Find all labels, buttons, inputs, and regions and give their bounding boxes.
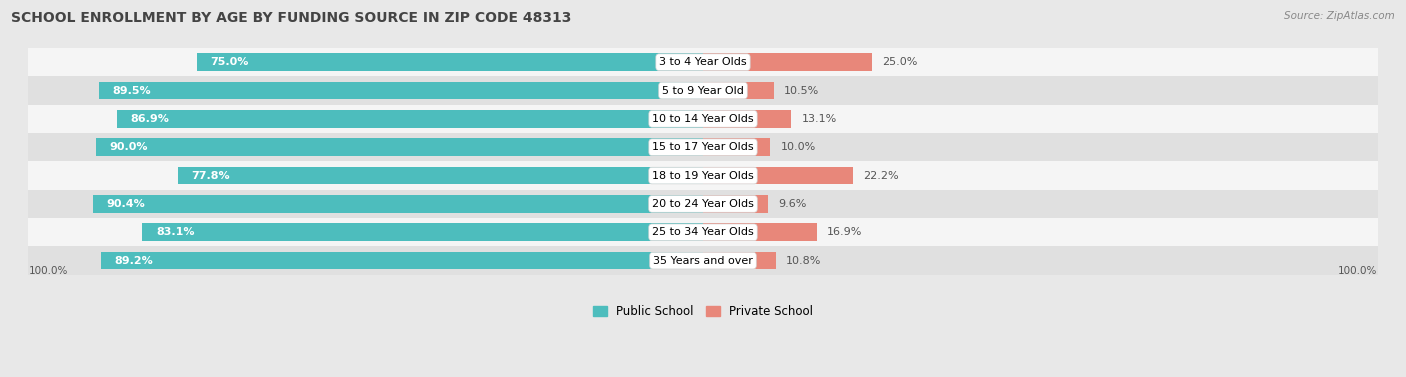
Text: 25.0%: 25.0% xyxy=(882,57,917,67)
Bar xyxy=(28,133,1378,161)
Bar xyxy=(28,247,1378,275)
Bar xyxy=(28,105,1378,133)
Text: 75.0%: 75.0% xyxy=(211,57,249,67)
Text: 5 to 9 Year Old: 5 to 9 Year Old xyxy=(662,86,744,95)
Text: 15 to 17 Year Olds: 15 to 17 Year Olds xyxy=(652,142,754,152)
Bar xyxy=(703,167,853,184)
Bar xyxy=(100,82,703,99)
Text: 89.5%: 89.5% xyxy=(112,86,152,95)
Text: 20 to 24 Year Olds: 20 to 24 Year Olds xyxy=(652,199,754,209)
Text: 10.5%: 10.5% xyxy=(785,86,820,95)
Bar xyxy=(703,110,792,128)
Text: 100.0%: 100.0% xyxy=(28,266,67,276)
Text: 18 to 19 Year Olds: 18 to 19 Year Olds xyxy=(652,170,754,181)
Bar xyxy=(703,82,773,99)
Text: 10 to 14 Year Olds: 10 to 14 Year Olds xyxy=(652,114,754,124)
Bar xyxy=(96,138,703,156)
Bar xyxy=(703,54,872,71)
Text: 89.2%: 89.2% xyxy=(115,256,153,266)
Bar xyxy=(93,195,703,213)
Text: 83.1%: 83.1% xyxy=(156,227,194,237)
Text: SCHOOL ENROLLMENT BY AGE BY FUNDING SOURCE IN ZIP CODE 48313: SCHOOL ENROLLMENT BY AGE BY FUNDING SOUR… xyxy=(11,11,572,25)
Text: 77.8%: 77.8% xyxy=(191,170,231,181)
Bar xyxy=(703,195,768,213)
Bar xyxy=(117,110,703,128)
Text: 13.1%: 13.1% xyxy=(801,114,837,124)
Bar xyxy=(142,224,703,241)
Text: 86.9%: 86.9% xyxy=(131,114,169,124)
Text: 22.2%: 22.2% xyxy=(863,170,898,181)
Text: 90.4%: 90.4% xyxy=(107,199,145,209)
Text: 35 Years and over: 35 Years and over xyxy=(652,256,754,266)
Bar xyxy=(28,190,1378,218)
Text: 3 to 4 Year Olds: 3 to 4 Year Olds xyxy=(659,57,747,67)
Legend: Public School, Private School: Public School, Private School xyxy=(588,300,818,323)
Text: 25 to 34 Year Olds: 25 to 34 Year Olds xyxy=(652,227,754,237)
Text: Source: ZipAtlas.com: Source: ZipAtlas.com xyxy=(1284,11,1395,21)
Bar xyxy=(703,138,770,156)
Bar xyxy=(28,161,1378,190)
Bar xyxy=(703,224,817,241)
Text: 90.0%: 90.0% xyxy=(110,142,148,152)
Bar xyxy=(197,54,703,71)
Text: 9.6%: 9.6% xyxy=(778,199,806,209)
Bar xyxy=(28,218,1378,247)
Text: 10.8%: 10.8% xyxy=(786,256,821,266)
Bar xyxy=(179,167,703,184)
Bar xyxy=(101,252,703,270)
Text: 100.0%: 100.0% xyxy=(1339,266,1378,276)
Bar xyxy=(28,77,1378,105)
Bar xyxy=(703,252,776,270)
Bar xyxy=(28,48,1378,77)
Text: 10.0%: 10.0% xyxy=(780,142,815,152)
Text: 16.9%: 16.9% xyxy=(827,227,862,237)
